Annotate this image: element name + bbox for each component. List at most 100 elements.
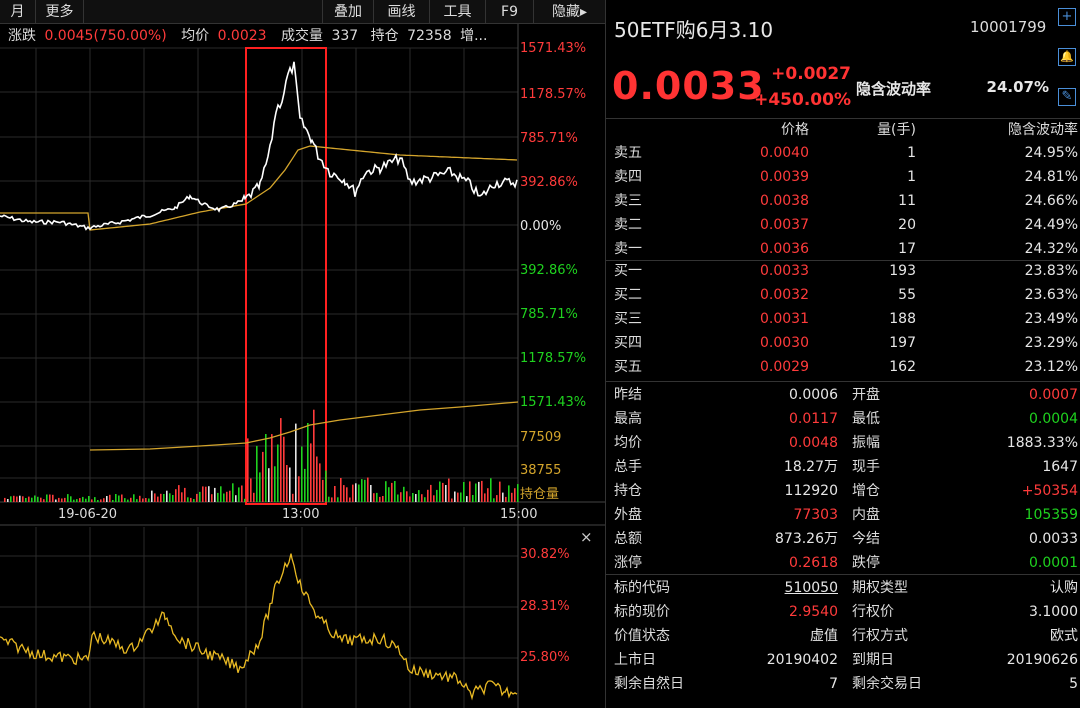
stats-label: 今结 [852,531,880,547]
stats-value: 0.0033 [1029,531,1078,547]
ask-row[interactable]: 卖四 0.0039 1 24.81% [606,165,1080,189]
stats-value: 105359 [1024,507,1078,523]
volume-bar [241,485,243,502]
volume-bar [229,490,231,502]
open-interest-line [89,401,519,451]
volume-bar [97,500,99,502]
contract-code: 10001799 [970,18,1047,36]
f9-button[interactable]: F9 [486,0,534,24]
volume-bar [493,498,495,502]
volume-bar [58,497,60,502]
plus-icon[interactable]: + [1058,8,1076,26]
bid-iv: 23.29% [1024,335,1078,351]
bid-row[interactable]: 买三 0.0031 188 23.49% [606,307,1080,331]
volume-bar [442,482,444,502]
details-label: 剩余自然日 [614,676,684,692]
bid-row[interactable]: 买一 0.0033 193 23.83% [606,259,1080,283]
details-row: 标的代码 510050 期权类型 认购 [606,576,1080,600]
bid-iv: 23.49% [1024,311,1078,327]
ask-row[interactable]: 卖三 0.0038 11 24.66% [606,189,1080,213]
volume-bar [268,468,270,502]
details-label: 剩余交易日 [852,676,922,692]
volume-bar [16,496,18,502]
iv-axis-label-3: 25.80% [520,650,570,665]
volume-bar [355,483,357,502]
volume-bar [223,493,225,502]
volume-bar [157,496,159,502]
volume-bar [430,484,432,502]
volume-bar [277,444,279,502]
volume-bar [394,481,396,502]
draw-line-button[interactable]: 画线 [374,0,430,24]
stats-row: 昨结 0.0006 开盘 0.0007 [606,383,1080,407]
volume-bar [190,497,192,502]
details-row: 价值状态 虚值 行权方式 欧式 [606,624,1080,648]
ask-row[interactable]: 卖二 0.0037 20 24.49% [606,213,1080,237]
stats-value: 0.2618 [789,555,838,571]
volume-bar [244,498,246,502]
details-value: 欧式 [1050,628,1078,644]
volume-bar [457,492,459,502]
close-icon[interactable]: × [580,528,593,546]
volume-bar [79,498,81,502]
axis-label-down-2: 785.71% [520,307,578,322]
volume-bar [472,495,474,502]
volume-bar [328,496,330,502]
volume-bar [22,496,24,502]
stats-row: 总额 873.26万 今结 0.0033 [606,527,1080,551]
divider [606,260,1080,261]
volume-axis-label-2: 38755 [520,463,561,478]
axis-label-down-1: 392.86% [520,263,578,278]
bid-row[interactable]: 买二 0.0032 55 23.63% [606,283,1080,307]
stats-value: 873.26万 [775,531,838,547]
volume-axis-label-1: 77509 [520,430,561,445]
axis-label-up-4: 392.86% [520,175,578,190]
volume-bar [55,499,57,502]
price-line [0,61,518,231]
ask-iv: 24.66% [1024,193,1078,209]
stats-value: 1883.33% [1006,435,1078,451]
bid-row[interactable]: 买五 0.0029 162 23.12% [606,355,1080,379]
details-label: 上市日 [614,652,656,668]
overlay-button[interactable]: 叠加 [322,0,374,24]
volume-bar [397,494,399,502]
hide-button[interactable]: 隐藏▸ [551,4,588,20]
volume-bar [46,494,48,502]
axis-label-up-2: 1178.57% [520,87,586,102]
volume-bar [403,486,405,502]
volume-bar [154,493,156,502]
stats-row: 总手 18.27万 现手 1647 [606,455,1080,479]
volume-bar [166,490,168,502]
bell-icon[interactable]: 🔔 [1058,48,1076,66]
volume-bar [379,496,381,502]
volume-bar [151,490,153,502]
ask-row[interactable]: 卖五 0.0040 1 24.95% [606,141,1080,165]
volume-bar [304,468,306,502]
volume-bar [409,496,411,502]
stats-label: 总额 [614,531,642,547]
details-label: 行权价 [852,604,894,620]
volume-bar [466,496,468,502]
bid-row[interactable]: 买四 0.0030 197 23.29% [606,331,1080,355]
volume-bar [91,499,93,502]
bid-iv: 23.83% [1024,263,1078,279]
ask-volume: 1 [907,169,916,185]
tools-button[interactable]: 工具 [430,0,486,24]
volume-bar [385,481,387,502]
volume-bar [469,481,471,502]
volume-bar [508,485,510,502]
period-month-button[interactable]: 月 [0,0,36,24]
intraday-chart[interactable]: 1571.43% 1178.57% 785.71% 392.86% 0.00% … [0,0,605,708]
volume-bar [337,497,339,502]
volume-bar [163,494,165,502]
volume-bar [28,496,30,502]
ask-price: 0.0040 [760,145,809,161]
volume-bar [34,495,36,502]
volume-bar [238,487,240,502]
volume-bar [4,497,6,502]
more-button[interactable]: 更多 [36,0,84,24]
volume-bar [148,498,150,502]
ask-row[interactable]: 卖一 0.0036 17 24.32% [606,237,1080,261]
edit-icon[interactable]: ✎ [1058,88,1076,106]
ask-iv: 24.81% [1024,169,1078,185]
